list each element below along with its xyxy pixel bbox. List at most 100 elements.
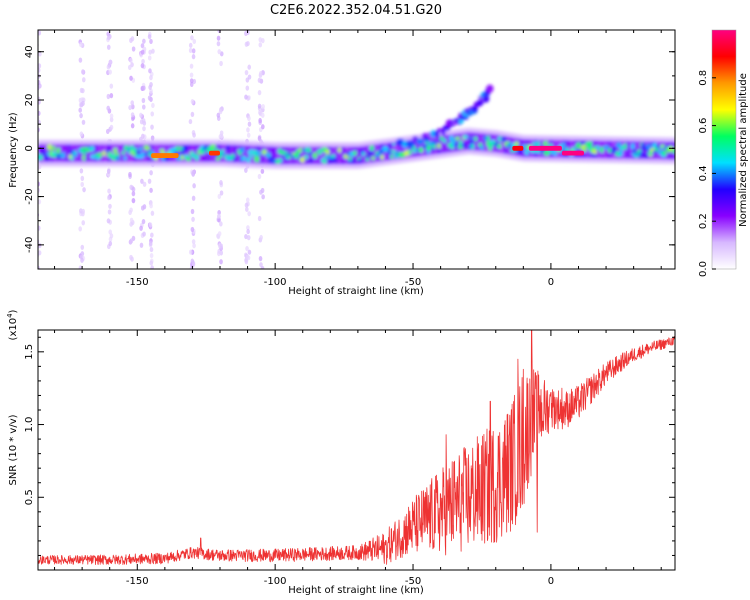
branch-mark — [482, 94, 490, 103]
band-peak-3 — [208, 150, 220, 156]
band-core-mark — [65, 144, 67, 163]
band-core-mark — [625, 140, 628, 159]
band-core-mark — [243, 145, 245, 164]
band-core-mark — [662, 141, 664, 160]
figure-title: C2E6.2022.352.04.51.G20 — [270, 3, 442, 18]
spectrogram-streak-mark — [148, 49, 152, 55]
band-core-mark — [228, 144, 230, 163]
band-core-mark — [569, 139, 572, 159]
spectrogram-streak-mark — [38, 265, 41, 269]
spectrogram-y-tick-label: 40 — [24, 45, 35, 58]
band-core-mark — [231, 144, 234, 163]
band-peak-0 — [528, 145, 562, 151]
band-blob-mark — [672, 148, 675, 154]
spectrogram-streak-mark — [150, 135, 155, 141]
band-core-mark — [456, 133, 459, 152]
spectrogram-streak-mark — [244, 167, 248, 173]
spectrogram-streak-mark — [108, 59, 113, 65]
band-core-mark — [272, 146, 274, 165]
band-core-mark — [626, 140, 629, 159]
band-core-mark — [358, 146, 360, 165]
band-core-mark — [77, 144, 79, 163]
band-core-mark — [309, 146, 311, 165]
spectrogram-streak-mark — [257, 103, 262, 109]
spectrogram-streak-mark — [38, 225, 41, 231]
band-core-mark — [401, 140, 404, 159]
band-core-mark — [273, 146, 275, 165]
band-core-mark — [119, 144, 121, 163]
band-core-mark — [105, 144, 107, 163]
band-core-mark — [357, 146, 359, 165]
band-core-mark — [339, 146, 341, 165]
spectrogram-streak-mark — [78, 265, 83, 269]
band-core-mark — [76, 144, 79, 163]
band-core-mark — [630, 140, 633, 160]
band-core-mark — [664, 141, 666, 160]
band-core-mark — [623, 140, 626, 159]
band-core-mark — [576, 140, 578, 159]
spectrogram-streak-mark — [149, 252, 154, 259]
spectrogram-streak-mark — [190, 111, 195, 117]
spectrogram-streak-mark — [109, 93, 114, 99]
band-core-mark — [417, 138, 419, 157]
band-core-mark — [399, 140, 402, 160]
band-core-mark — [474, 132, 476, 151]
band-core-mark — [580, 140, 582, 159]
band-core-mark — [477, 132, 479, 151]
spectrogram-streak-mark — [38, 96, 41, 102]
band-core-mark — [562, 139, 564, 158]
band-core-mark — [248, 145, 250, 164]
spectrogram-streak-mark — [109, 124, 114, 130]
spectrogram-x-tick-label: -150 — [126, 277, 149, 288]
snr-x-tick-label: -50 — [405, 576, 421, 587]
band-core-mark — [225, 144, 227, 163]
band-core-mark — [338, 146, 340, 165]
spectrogram-streak-mark — [149, 170, 153, 176]
band-core-mark — [118, 144, 120, 163]
spectrogram-streak-mark — [131, 198, 136, 204]
spectrogram-streak-mark — [151, 102, 155, 109]
spectrogram-streak-mark — [260, 265, 265, 269]
spectrogram-streak-mark — [149, 246, 154, 253]
band-core-mark — [578, 140, 580, 159]
band-core-mark — [616, 140, 618, 159]
spectrogram-y-tick-label: 0 — [24, 145, 35, 151]
spectrogram-streak-mark — [106, 93, 111, 100]
spectrogram-streak-mark — [142, 85, 146, 91]
spectrogram-streak-mark — [246, 127, 250, 133]
spectrogram-streak-mark — [140, 43, 145, 49]
band-core-mark — [372, 144, 375, 163]
spectrogram-streak-mark — [259, 262, 263, 268]
spectrogram-streak-mark — [38, 250, 42, 256]
branch-mark — [471, 106, 478, 113]
band-core-mark — [604, 140, 606, 159]
spectrogram-streak-mark — [219, 243, 223, 249]
snr-y-tick-label: 1.0 — [24, 417, 35, 433]
spectrogram-streak-mark — [81, 220, 86, 226]
band-core-mark — [302, 146, 304, 165]
band-core-mark — [40, 144, 43, 163]
spectrogram-streak-mark — [81, 208, 85, 214]
band-core-mark — [385, 142, 387, 161]
band-core-mark — [89, 144, 91, 163]
spectrogram-streak-mark — [258, 71, 263, 77]
colorbar-tick-label: 0.8 — [698, 70, 709, 86]
spectrogram-streak-mark — [81, 119, 86, 125]
band-core-mark — [257, 145, 259, 164]
band-core-mark — [446, 134, 448, 153]
band-core-mark — [311, 146, 313, 165]
band-core-mark — [398, 141, 400, 160]
band-core-mark — [419, 138, 421, 157]
spectrogram-streak-mark — [190, 98, 195, 105]
spectrogram-streak-mark — [246, 228, 250, 235]
band-core-mark — [317, 146, 320, 165]
band-core-mark — [204, 144, 207, 163]
band-core-mark — [283, 146, 285, 165]
spectrogram-streak-mark — [149, 75, 153, 81]
branch-mark — [405, 140, 415, 148]
spectrogram-streak-mark — [130, 100, 135, 106]
band-core-mark — [298, 146, 300, 165]
spectrogram-streak-mark — [244, 70, 249, 76]
band-core-mark — [235, 144, 238, 163]
band-core-mark — [245, 145, 247, 164]
